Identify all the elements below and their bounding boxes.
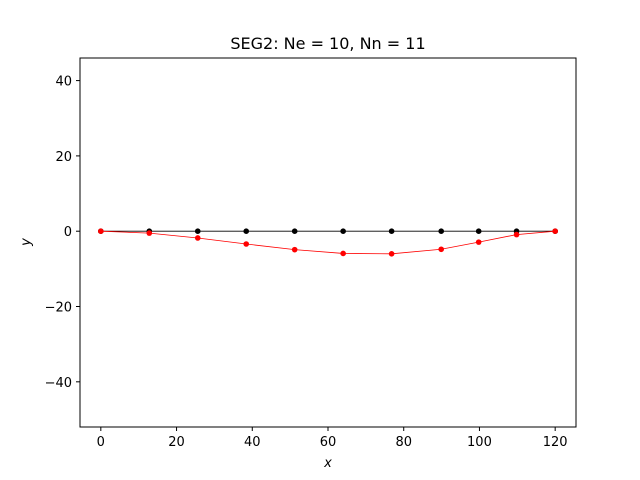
data-point bbox=[438, 228, 445, 235]
data-point bbox=[340, 250, 346, 257]
data-point bbox=[552, 228, 558, 235]
x-tick-label: 60 bbox=[320, 435, 337, 450]
data-point bbox=[475, 228, 482, 235]
series-1 bbox=[98, 228, 558, 257]
y-tick-label: 0 bbox=[64, 225, 72, 240]
x-tick-label: 0 bbox=[97, 435, 105, 450]
y-tick-label: −40 bbox=[45, 376, 72, 391]
data-point bbox=[291, 246, 298, 253]
x-tick-label: 100 bbox=[467, 435, 492, 450]
series-0 bbox=[98, 228, 558, 235]
data-point bbox=[513, 231, 520, 238]
data-point bbox=[98, 228, 104, 235]
y-tick-label: −20 bbox=[45, 301, 72, 316]
data-point bbox=[340, 228, 346, 235]
x-tick-label: 120 bbox=[543, 435, 568, 450]
y-tick-label: 20 bbox=[55, 150, 72, 165]
y-axis: −40 −20 0 20 40 bbox=[45, 75, 80, 391]
x-axis-label: x bbox=[323, 456, 332, 471]
y-axis-label: y bbox=[19, 238, 34, 247]
data-point bbox=[475, 239, 482, 245]
data-point bbox=[388, 250, 395, 257]
chart-title: SEG2: Ne = 10, Nn = 11 bbox=[230, 34, 425, 53]
series-line bbox=[100, 230, 556, 255]
x-tick-label: 40 bbox=[244, 435, 261, 450]
data-point bbox=[243, 228, 250, 235]
x-tick-label: 80 bbox=[395, 435, 412, 450]
data-point bbox=[243, 241, 250, 247]
data-point bbox=[291, 228, 298, 235]
data-point bbox=[146, 230, 153, 236]
data-point bbox=[194, 235, 201, 241]
plot-area bbox=[79, 57, 577, 428]
series-layer bbox=[98, 228, 558, 257]
data-point bbox=[388, 228, 395, 235]
x-axis: 0 20 40 60 80 100 120 bbox=[97, 427, 568, 450]
data-point bbox=[438, 246, 445, 253]
y-tick-label: 40 bbox=[55, 75, 72, 90]
data-point bbox=[194, 228, 201, 235]
x-tick-label: 20 bbox=[168, 435, 185, 450]
